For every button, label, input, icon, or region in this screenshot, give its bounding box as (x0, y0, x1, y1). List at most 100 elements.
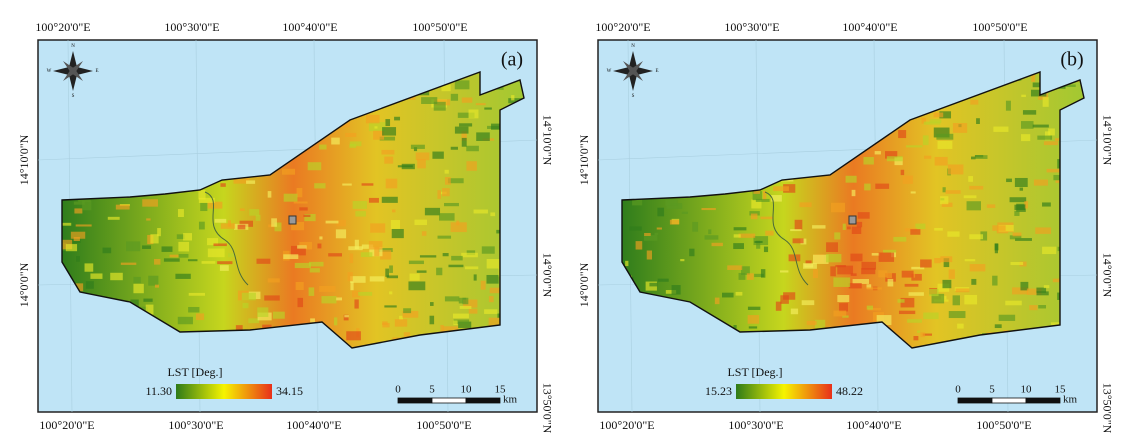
map-pixel (987, 204, 995, 208)
map-pixel (451, 94, 458, 101)
map-pixel (490, 212, 495, 216)
map-pixel (857, 222, 862, 227)
map-pixel (917, 331, 920, 333)
map-pixel (358, 292, 372, 296)
map-pixel (701, 208, 715, 210)
map-pixel (392, 209, 395, 212)
map-pixel (907, 319, 922, 323)
map-pixel (476, 132, 490, 141)
map-pixel (849, 283, 862, 288)
scale-segment (398, 398, 432, 403)
map-pixel (970, 264, 986, 271)
map-pixel (370, 223, 385, 232)
map-pixel (362, 183, 374, 185)
map-pixel (858, 212, 870, 219)
map-pixel (804, 264, 813, 268)
map-pixel (924, 156, 931, 159)
map-pixel (934, 228, 943, 231)
map-pixel (154, 259, 160, 265)
map-pixel (74, 237, 80, 241)
map-pixel (755, 241, 763, 243)
map-pixel (310, 268, 320, 272)
map-pixel (658, 279, 669, 282)
map-pixel (142, 245, 151, 249)
map-pixel (670, 220, 679, 225)
map-pixel (748, 315, 760, 324)
map-pixel (453, 320, 457, 325)
compass-label: W (47, 69, 52, 74)
map-pixel (389, 265, 393, 272)
map-pixel (451, 256, 463, 261)
map-pixel (949, 311, 966, 318)
map-pixel (309, 287, 315, 295)
scale-tick-label: 0 (395, 384, 401, 396)
right-tick-label: 14°10'0"N (1100, 115, 1114, 166)
map-pixel (790, 229, 801, 231)
legend-title: LST [Deg.] (727, 365, 782, 379)
map-pixel (887, 273, 892, 278)
map-pixel (484, 309, 497, 314)
map-pixel (897, 299, 904, 303)
map-pixel (1020, 188, 1023, 191)
map-pixel (715, 298, 720, 305)
map-pixel (196, 313, 204, 320)
map-pixel (692, 222, 698, 232)
map-panel: NSEW(b)100°20'0"E100°20'0"E100°30'0"E100… (577, 20, 1115, 434)
map-pixel (420, 255, 436, 257)
compass-label: S (632, 94, 635, 99)
map-pixel (443, 253, 449, 256)
map-pixel (1014, 211, 1019, 216)
map-pixel (188, 259, 198, 261)
map-pixel (969, 234, 983, 239)
scale-tick-label: 0 (955, 384, 961, 396)
map-pixel (968, 176, 973, 182)
right-tick-label: 13°50'0"N (1100, 383, 1114, 434)
map-pixel (142, 199, 158, 206)
map-pixel (296, 282, 304, 290)
map-pixel (736, 292, 743, 296)
map-pixel (903, 176, 913, 184)
right-tick-label: 13°50'0"N (540, 383, 554, 434)
map-pixel (915, 224, 925, 229)
scale-tick-label: 10 (461, 384, 473, 396)
map-pixel (879, 253, 894, 262)
map-pixel (257, 307, 268, 317)
map-pixel (178, 317, 193, 324)
map-pixel (349, 144, 356, 148)
map-pixel (257, 259, 271, 264)
map-pixel (1055, 138, 1059, 141)
map-pixel (484, 107, 492, 109)
bottom-tick-label: 100°50'0"E (416, 418, 471, 432)
map-pixel (872, 253, 880, 256)
map-pixel (437, 190, 441, 199)
map-pixel (739, 234, 756, 238)
map-pixel (282, 169, 295, 175)
map-pixel (346, 331, 361, 340)
map-pixel (791, 309, 798, 315)
map-pixel (90, 273, 102, 278)
map-pixel (430, 316, 435, 325)
map-pixel (474, 274, 477, 280)
map-pixel (834, 232, 840, 239)
map-pixel (992, 225, 1005, 231)
scale-segment (1026, 398, 1060, 403)
map-pixel (148, 276, 158, 286)
map-pixel (883, 250, 896, 253)
map-pixel (861, 268, 875, 274)
map-pixel (466, 146, 479, 151)
map-pixel (170, 255, 179, 258)
map-pixel (712, 243, 723, 246)
map-pixel (432, 152, 443, 159)
map-pixel (1053, 175, 1059, 180)
map-pixel (238, 225, 246, 230)
map-pixel (200, 203, 207, 211)
map-pixel (839, 303, 848, 311)
map-pixel (956, 288, 970, 292)
map-pixel (826, 242, 838, 252)
map-pixel (943, 187, 946, 192)
map-pixel (957, 324, 964, 329)
map-pixel (384, 305, 396, 307)
map-pixel (455, 80, 470, 89)
map-pixel (934, 112, 944, 117)
map-pixel (964, 195, 977, 198)
